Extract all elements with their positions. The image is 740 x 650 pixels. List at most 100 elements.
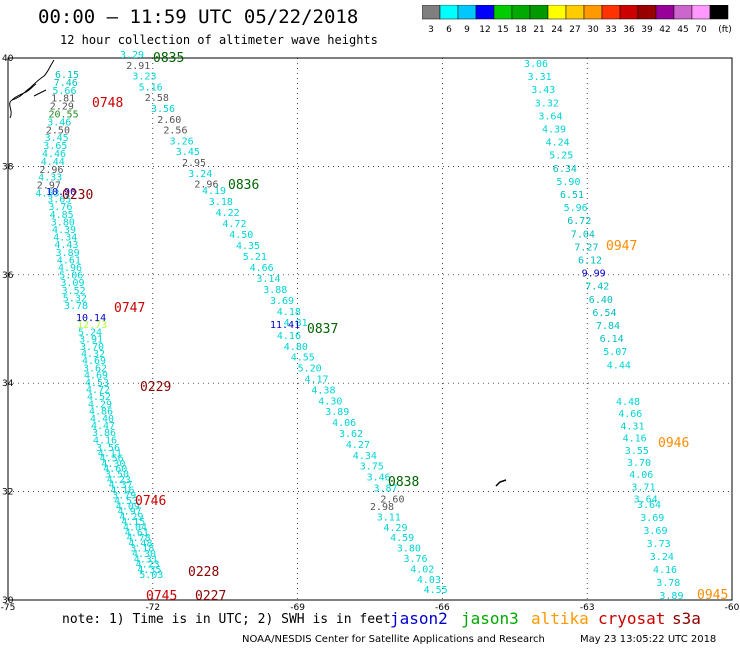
color-scale-label: 36: [623, 25, 635, 35]
pass-time-label: 0838: [388, 475, 419, 490]
wave-height-label: 6.34: [553, 164, 577, 175]
wave-height-label: 4.44: [607, 360, 631, 371]
wave-height-label: 2.95: [182, 158, 206, 169]
wave-height-label: 3.55: [625, 446, 649, 457]
track-t0227[interactable]: 0227: [195, 589, 226, 604]
wave-height-label: 5.07: [603, 347, 627, 358]
wave-height-label: 4.23: [107, 475, 131, 486]
wave-height-label: 4.18: [277, 307, 301, 318]
wave-height-label: 4.55: [424, 585, 448, 596]
track-t0835[interactable]: 3.292.913.235.162.583.562.602.563.263.45…: [120, 50, 218, 191]
wave-height-label: 4.59: [390, 533, 414, 544]
wave-height-label: 3.91: [79, 335, 103, 346]
wave-height-label: 12.73: [77, 320, 107, 331]
wave-height-label: 3.09: [60, 278, 84, 289]
wave-height-label: 5.66: [52, 86, 76, 97]
wave-height-label: 4.30: [318, 396, 342, 407]
track-t0228[interactable]: 0228: [188, 565, 219, 580]
wave-height-label: 4.66: [618, 409, 642, 420]
wave-height-label: 4.97: [118, 507, 142, 518]
wave-height-label: 6.72: [567, 216, 591, 227]
legend-cryosat: cryosat: [598, 609, 666, 628]
wave-height-label: 5.24: [78, 327, 102, 338]
track-t0745[interactable]: 0745: [146, 589, 177, 604]
wave-height-label: 4.48: [616, 397, 640, 408]
y-tick-label: 32: [2, 488, 13, 498]
wave-height-label: 3.79: [112, 491, 136, 502]
track-t0837[interactable]: 11.414.164.804.555.204.174.384.303.894.0…: [270, 320, 404, 505]
wave-height-label: 5.06: [59, 271, 83, 282]
track-t0746[interactable]: 3.564.114.564.304.603.504.234.374.163.79…: [96, 443, 166, 581]
wave-height-label: 7.84: [596, 321, 620, 332]
wave-height-label: 4.61: [57, 255, 81, 266]
wave-height-label: 3.87: [374, 484, 398, 495]
track-t0946[interactable]: 4.484.664.31 4.163.553.704.063.71 3.64 0946: [616, 397, 689, 506]
wave-height-label: 4.50: [229, 230, 253, 241]
wave-height-label: 3.26: [170, 136, 194, 147]
wave-height-label: 4.39: [542, 125, 566, 136]
wave-height-label: 4.69: [84, 371, 108, 382]
track-t0748[interactable]: 6.157.465.661.812.2920.553.462.503.453.6…: [36, 70, 124, 200]
wave-height-label: 5.21: [243, 252, 267, 263]
wave-height-label: 3.50: [105, 470, 129, 481]
wave-height-label: 4.11: [98, 448, 122, 459]
wave-height-label: 3.89: [56, 248, 80, 259]
color-scale-label: 12: [479, 25, 490, 35]
pass-time-label: 0946: [658, 436, 689, 451]
wave-height-label: 3.18: [130, 544, 154, 555]
wave-height-label: 3.89: [659, 591, 683, 602]
wave-height-label: 3.69: [643, 526, 667, 537]
wave-height-label: 4.43: [54, 240, 78, 251]
wave-height-label: 4.38: [311, 385, 335, 396]
wave-height-label: 6.54: [592, 308, 616, 319]
wave-height-label: 4.16: [93, 435, 117, 446]
wave-height-label: 3.56: [151, 104, 175, 115]
wave-height-label: 4.33: [38, 173, 62, 184]
wave-height-label: 4.66: [250, 263, 274, 274]
color-scale-label: 30: [587, 25, 599, 35]
wave-height-label: 6.12: [578, 256, 602, 267]
wave-height-label: 2.60: [380, 494, 404, 505]
wave-height-label: 2.98: [370, 502, 394, 513]
track-t0945[interactable]: 3.64 3.69 3.69 3.73 3.24 4.16 3.78 3.89 0945: [637, 500, 728, 603]
wave-height-label: 3.46: [47, 117, 71, 128]
track-t0836[interactable]: 4.193.184.224.724.504.355.214.663.143.88…: [202, 178, 308, 329]
track-t0747[interactable]: 10.1412.735.243.913.704.324.693.624.694.…: [76, 301, 145, 446]
color-scale-label: 15: [497, 25, 508, 35]
wave-height-label: 4.72: [86, 385, 110, 396]
wave-height-label: 3.80: [51, 217, 75, 228]
y-tick-label: 30: [2, 596, 14, 606]
track-t0947[interactable]: 3.06 3.31 3.43 3.32 3.64 4.39 4.24 5.25 6.34 5.90…: [524, 59, 637, 371]
wave-height-label: 3.46: [367, 473, 391, 484]
wave-height-label: 3.89: [325, 407, 349, 418]
wave-height-label: 3.86: [92, 428, 116, 439]
wave-height-label: 4.44: [41, 157, 65, 168]
wave-height-label: 3.65: [43, 141, 67, 152]
wave-height-label: 4.29: [383, 523, 407, 534]
wave-height-label: 4.19: [202, 186, 226, 197]
y-tick-label: 40: [2, 54, 14, 64]
wave-height-label: 3.64: [538, 111, 562, 122]
color-scale-label: 9: [464, 25, 470, 35]
wave-height-label: 6.14: [600, 334, 624, 345]
pass-time-label: 0836: [228, 178, 259, 193]
track-t0838[interactable]: 2.983.114.294.593.803.764.024.034.55 0838: [370, 475, 448, 596]
track-t0230[interactable]: 10.903.653.764.853.804.394.344.433.894.6…: [46, 187, 93, 312]
legend-jason2: jason2: [390, 609, 448, 628]
pass-time-label: 0228: [188, 565, 219, 580]
wave-height-label: 2.56: [163, 126, 187, 137]
wave-height-label: 9.99: [582, 269, 606, 280]
wave-height-label: 5.90: [556, 177, 580, 188]
pass-time-label: 0947: [606, 239, 637, 254]
map-plot[interactable]: -75 -72 -69 -66 -63 -604038363432303.292.913.…: [0, 0, 740, 612]
track-t0229[interactable]: 0229: [140, 380, 171, 395]
y-tick-label: 36: [2, 271, 14, 281]
wave-height-label: 4.23: [136, 560, 160, 571]
wave-height-label: 4.56: [100, 454, 124, 465]
wave-height-label: 3.43: [531, 85, 555, 96]
wave-height-label: 4.06: [629, 470, 653, 481]
wave-height-label: 3.29: [120, 50, 144, 61]
wave-height-label: 4.17: [305, 375, 329, 386]
wave-height-label: 3.18: [209, 197, 233, 208]
wave-height-label: 4.35: [236, 241, 260, 252]
